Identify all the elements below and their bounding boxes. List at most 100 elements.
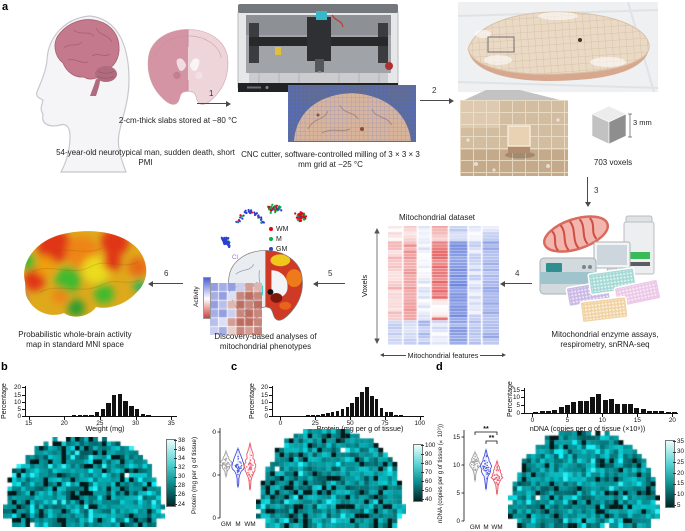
histogram-bar [634,408,640,413]
colorbar-tick-label: 20 [677,469,684,477]
histogram-bar [596,394,602,413]
weight-histogram: 15 20 25 30 35 0 5 10 15 20 [14,384,177,427]
protein-histogram-xlabel: Protein (mg per g of tissue) [285,424,435,433]
step5-arrow [313,280,345,287]
histogram-bar [311,414,315,416]
dataset-title: Mitochondrial dataset [398,213,476,222]
y-tick-label: 15 [13,391,21,399]
y-tick-label: 15 [512,386,520,394]
cnc-caption: CNC cutter, software-controlled milling … [241,150,420,169]
histogram-bar [640,409,646,413]
histogram-bar [350,403,354,416]
assays-illustration [539,215,662,324]
x-tick-label: 25 [311,420,319,427]
dataset-xlabel-text: Mitochondrial features [407,350,479,360]
histogram-bar [321,413,325,416]
voxel-cube-icon [591,105,632,145]
mitochondrial-dataset-heatmap [388,226,499,345]
histogram-bar [112,394,117,416]
right-arrowhead-icon [502,353,506,357]
y-tick-label: 0 [17,413,21,420]
protein-voxel-map [256,429,406,528]
histogram-bar [389,412,394,416]
colorbar-tick-label: 38 [178,436,185,444]
ndna-violin-ylabel: nDNA (copies per g of tissue (×10⁹)) [438,424,444,524]
histogram-bar [539,411,545,413]
umap-scatter [220,203,308,249]
histogram-bar [330,412,335,416]
ndna-histogram: 0 5 10 15 20 0 5 10 15 [513,387,678,424]
ndna-histogram-ylabel: Percentage [507,381,514,417]
legend-item-gm: GM [269,244,288,254]
panel-label-c: c [231,361,238,373]
histogram-bar [571,402,577,413]
histogram-bar [129,406,134,416]
histogram-bar [355,397,359,416]
gm-swatch [269,247,273,251]
protein-histogram-ylabel: Percentage [249,383,256,419]
svg-text:50: 50 [212,472,216,479]
donor-caption: 54-year-old neurotypical man, sudden dea… [56,148,235,167]
wm-label: WM [276,225,289,233]
wm-swatch [269,227,273,231]
legend-item-wm: WM [269,224,288,234]
histogram-bar [360,391,364,416]
svg-text:WM: WM [244,521,255,528]
x-tick-label: 0 [530,417,535,424]
histogram-bar [83,415,88,416]
ndna-histogram-xlabel: nDNA (copies per g of tissue (×10⁹)) [529,424,646,433]
histogram-bar [602,399,608,413]
histogram-bar [365,387,369,416]
dataset-xlabel: Mitochondrial features [380,350,506,360]
colorbar-tick-label: 40 [425,495,432,503]
x-tick-label: 0 [278,420,283,427]
protein-violin-plot: 0 50 100 GM M WM [212,428,257,528]
umap-annotation: CI [232,255,238,261]
svg-text:5: 5 [456,490,460,497]
histogram-bar [533,412,539,413]
colorbar-tick-label: 15 [677,480,684,488]
panel-label-b: b [1,361,8,373]
umap-legend: WM M GM [269,224,288,254]
colorbar-tick-label: 24 [178,500,185,508]
y-tick-label: 5 [264,405,268,413]
histogram-bar [621,403,627,413]
panel-label-d: d [436,361,443,373]
discovery-caption: Discovery-based analyses of mitochondria… [214,332,317,351]
histogram-bar [665,412,671,413]
histogram-bar [609,398,614,413]
step5-label: 5 [328,269,333,278]
histogram-bar [94,412,100,416]
x-tick-label: 75 [381,420,389,427]
x-tick-label: 50 [346,420,354,427]
ndna-violin-plot: 0 5 10 15 GM M WM **** [453,426,504,530]
slabs-caption: 2-cm-thick slabs stored at −80 °C [118,116,238,125]
head-profile-illustration [36,15,130,173]
colorbar-tick-label: 10 [677,490,684,498]
svg-text:0: 0 [212,515,216,522]
x-tick-label: 35 [167,420,175,427]
x-tick-label: 100 [414,420,426,427]
x-tick-label: 25 [96,420,104,427]
colorbar-tick-label: 100 [425,441,436,449]
colorbar-tick-label: 32 [178,463,185,471]
histogram-bar [340,408,345,416]
x-tick-label: 20 [668,417,676,424]
histogram-bar [399,415,403,416]
histogram-bar [134,408,140,416]
histogram-bar [627,403,633,413]
step2-arrow [420,97,454,104]
svg-text:M: M [483,524,488,530]
histogram-bar [672,412,677,413]
y-tick-label: 20 [13,384,21,392]
voxel-closeup-photo [460,100,568,176]
colorbar-tick-label: 90 [425,450,432,458]
ndna-voxel-map [508,431,660,528]
histogram-bar [146,415,151,416]
step4-label: 4 [515,269,520,278]
colorbar-tick-label: 50 [425,486,432,494]
colorbar-tick-label: 30 [677,448,684,456]
gm-label: GM [276,245,288,253]
histogram-bar [89,414,94,416]
y-tick-label: 15 [260,391,268,399]
